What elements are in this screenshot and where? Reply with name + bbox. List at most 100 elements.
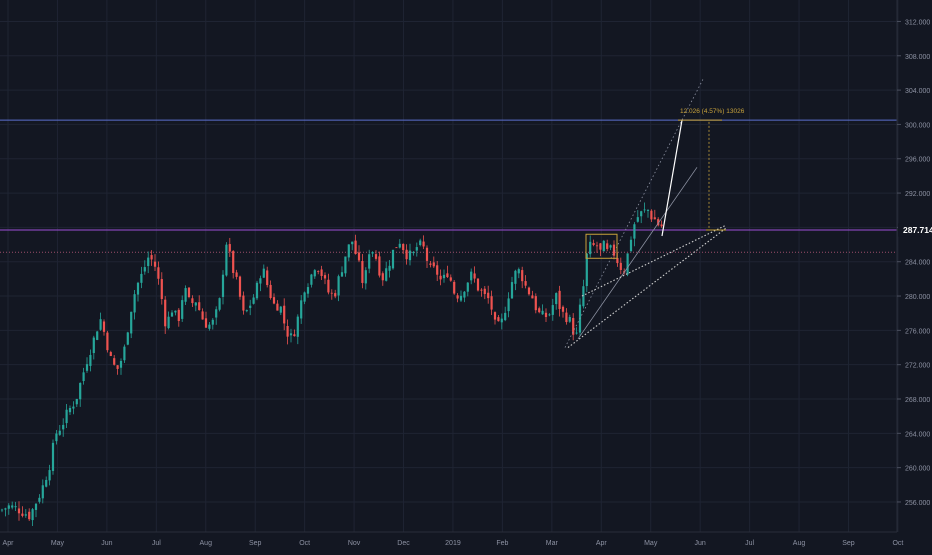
candle-body xyxy=(150,255,153,260)
x-tick-label: Jul xyxy=(152,540,161,547)
candle-body xyxy=(405,249,408,260)
candle-body xyxy=(17,508,21,514)
x-tick-label: May xyxy=(644,540,658,547)
x-tick-label: Jun xyxy=(101,540,112,547)
candle-body xyxy=(500,318,503,323)
candle-body xyxy=(48,470,51,481)
candle-body xyxy=(320,269,323,276)
candle-body xyxy=(514,270,517,284)
candle-body xyxy=(174,310,177,313)
candle-body xyxy=(436,265,439,275)
candle-body xyxy=(160,279,163,300)
candle-body xyxy=(572,318,575,335)
candle-body xyxy=(368,254,371,269)
candle-body xyxy=(306,287,310,294)
candle-body xyxy=(136,282,140,295)
x-tick-label: Aug xyxy=(200,540,213,547)
candle-body xyxy=(504,312,507,321)
time-axis[interactable]: Apr May Jun Jul Aug Sep Oct Nov Dec 2019 Feb Mar Apr… xyxy=(3,540,904,547)
candle-body xyxy=(279,306,282,313)
price-axis[interactable]: 256.000 260.000 264.000 268.000 272.000 276.0… xyxy=(897,19,930,507)
candle-body xyxy=(585,253,588,287)
candle-body xyxy=(449,277,452,281)
candle-body xyxy=(289,333,293,336)
candle-body xyxy=(422,241,425,247)
drawing-tools[interactable] xyxy=(564,77,728,348)
candle-body xyxy=(99,319,102,330)
candle-body xyxy=(204,318,208,328)
candle-body xyxy=(68,407,72,413)
candle-body xyxy=(21,513,24,516)
candle-body xyxy=(487,292,490,299)
candle-body xyxy=(11,505,14,508)
candle-body xyxy=(109,352,112,357)
candle-body xyxy=(119,360,123,368)
candle-body xyxy=(252,297,255,304)
candle-body xyxy=(181,300,184,319)
candle-body xyxy=(490,296,493,310)
x-tick-label: Mar xyxy=(546,540,559,547)
candle-body xyxy=(402,243,405,251)
candle-body xyxy=(228,244,231,252)
candle-body xyxy=(238,276,242,297)
candle-body xyxy=(551,305,554,315)
candle-body xyxy=(211,319,214,325)
candle-body xyxy=(453,281,456,294)
candle-body xyxy=(82,372,85,382)
candle-body xyxy=(51,442,55,471)
y-tick-label: 312.000 xyxy=(905,19,930,26)
candle-body xyxy=(646,209,650,211)
candle-body xyxy=(602,240,605,252)
candle-body xyxy=(381,273,384,281)
candle-body xyxy=(130,311,133,334)
candle-body xyxy=(272,297,276,304)
candle-body xyxy=(143,267,146,272)
candle-body xyxy=(633,224,636,239)
measure-label: 12.026 (4.57%) 13026 xyxy=(680,108,745,115)
candle-body xyxy=(38,497,41,502)
candle-body xyxy=(303,292,306,302)
channel-upper-line xyxy=(564,77,705,348)
y-tick-label: 256.000 xyxy=(905,500,930,507)
price-labels: 287.714 12.026 (4.57%) 13026 xyxy=(680,108,932,237)
candle-body xyxy=(442,274,446,279)
candle-body xyxy=(330,292,333,294)
x-tick-label: Sep xyxy=(842,540,855,547)
candle-body xyxy=(640,211,643,217)
horizontal-levels[interactable] xyxy=(0,119,897,253)
candle-body xyxy=(113,358,116,365)
candle-body xyxy=(606,243,609,249)
candle-body xyxy=(483,288,486,295)
candle-body xyxy=(544,312,548,318)
candle-body xyxy=(616,257,619,264)
candle-body xyxy=(259,278,262,284)
x-tick-label: Dec xyxy=(397,540,410,547)
candle-body xyxy=(582,286,585,307)
candle-body xyxy=(72,406,75,409)
candle-body xyxy=(354,240,357,254)
candle-body xyxy=(177,309,180,321)
candle-body xyxy=(317,271,320,272)
candle-body xyxy=(276,303,279,311)
candle-body xyxy=(323,275,327,279)
candle-body xyxy=(497,317,500,322)
candle-body xyxy=(286,326,289,337)
candle-body xyxy=(184,288,187,302)
candle-body xyxy=(609,245,612,248)
candle-body xyxy=(657,219,660,226)
candle-body xyxy=(374,254,378,259)
candle-body xyxy=(313,270,316,277)
candle-body xyxy=(643,209,646,211)
candle-body xyxy=(337,276,340,296)
candlestick-series xyxy=(0,202,663,527)
candle-body xyxy=(170,312,174,317)
x-tick-label: Apr xyxy=(596,540,608,547)
candle-body xyxy=(191,298,194,304)
candle-body xyxy=(89,354,92,366)
candle-body xyxy=(351,241,354,245)
x-tick-label: 2019 xyxy=(445,540,461,547)
candle-body xyxy=(34,503,38,510)
candle-body xyxy=(459,295,463,301)
